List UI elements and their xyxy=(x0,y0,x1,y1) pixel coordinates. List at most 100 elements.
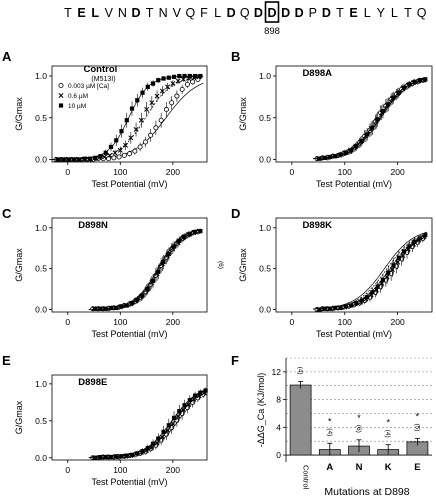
x-tick-label: 100 xyxy=(113,167,127,177)
data-point-square xyxy=(187,73,192,79)
data-point-square xyxy=(150,441,156,446)
data-point-square xyxy=(386,102,391,107)
n-label: (4) xyxy=(384,430,391,438)
sequence-residue: T xyxy=(336,6,344,20)
data-point-square xyxy=(156,436,161,441)
data-point-circle xyxy=(184,81,190,87)
data-point-square xyxy=(98,454,103,460)
data-point-square xyxy=(145,446,150,451)
y-tick-label: 1.0 xyxy=(259,71,271,81)
data-point-square xyxy=(407,244,412,249)
data-point-square xyxy=(327,154,333,160)
data-point-circle xyxy=(137,144,143,150)
data-point-circle xyxy=(142,139,148,145)
plot-frame xyxy=(51,374,208,461)
panel-label: D xyxy=(231,206,240,221)
n-label: (6) xyxy=(355,425,362,433)
sequence-residue: N xyxy=(159,6,168,20)
data-point-square xyxy=(56,157,61,162)
data-point-square xyxy=(375,117,380,122)
data-point-square xyxy=(93,155,98,160)
sequence-residue: L xyxy=(364,6,371,20)
sequence-residue: N xyxy=(118,6,127,20)
series-0 xyxy=(88,229,203,312)
data-point-square xyxy=(198,228,203,234)
data-point-square xyxy=(317,156,322,161)
data-point-square xyxy=(72,157,77,162)
data-point-square xyxy=(317,307,322,312)
category-label: E xyxy=(414,462,420,473)
significance-star: * xyxy=(328,416,332,426)
data-point-square xyxy=(103,454,108,460)
panel-title: D898N xyxy=(78,220,108,231)
series-2 xyxy=(312,231,428,312)
data-point-square xyxy=(407,82,412,87)
data-point-square xyxy=(161,76,166,81)
panel-F: F 0 4 8 12 -ΔΔG_Ca (KJ/mol) (4) Control (4) * A (6)… xyxy=(231,353,432,498)
sequence-residue: Q xyxy=(186,6,196,20)
x-tick-label: 100 xyxy=(338,167,352,177)
y-tick-label: 12 xyxy=(272,367,282,377)
legend: 0.003 µM [Ca] 0.6 µM 10 µM xyxy=(58,83,109,110)
n-annotation: (6) xyxy=(217,261,224,269)
data-point-square xyxy=(61,157,66,162)
y-tick-label: 0.5 xyxy=(35,113,47,123)
n-label: (5) xyxy=(413,423,420,431)
x-tick-label: 100 xyxy=(338,317,352,327)
panel-label: B xyxy=(231,49,240,64)
data-point-square xyxy=(198,390,203,395)
data-point-square xyxy=(203,388,208,393)
data-point-square xyxy=(124,303,129,308)
panel-A: A 0.0 0.5 1.0 0 100 200 Test Potential (mV) G/Gm… xyxy=(2,49,208,189)
data-point-square xyxy=(333,154,338,159)
data-point-square xyxy=(182,403,187,408)
series-2 xyxy=(88,228,203,311)
sequence-residue: E xyxy=(349,6,357,20)
panel-title: Control xyxy=(84,64,118,75)
data-point-square xyxy=(150,278,156,284)
data-point-square xyxy=(177,73,182,79)
y-tick-label: 0.0 xyxy=(35,154,47,164)
data-point-square xyxy=(171,74,177,79)
category-label: Control xyxy=(302,465,311,490)
data-point-square xyxy=(192,73,198,79)
y-axis-label: G/Gmax xyxy=(14,248,24,282)
data-point-square xyxy=(417,78,423,83)
data-point-square xyxy=(177,409,182,414)
data-point-square xyxy=(119,454,124,459)
data-point-square xyxy=(380,108,386,114)
sequence-residue: L xyxy=(214,6,221,20)
data-point-x xyxy=(112,150,118,156)
bar xyxy=(289,384,312,456)
data-point-square xyxy=(370,125,375,130)
data-point-square xyxy=(87,156,93,161)
data-point-square xyxy=(349,303,354,308)
data-point-square xyxy=(161,429,166,435)
data-point-x xyxy=(123,142,129,148)
sequence-residue: D xyxy=(281,6,290,20)
y-tick-label: 0.0 xyxy=(259,305,271,315)
significance-star: * xyxy=(357,413,361,423)
y-tick-label: 1.0 xyxy=(35,71,47,81)
data-point-square xyxy=(182,234,187,239)
panel-title: D898K xyxy=(302,220,332,231)
data-point-square xyxy=(166,75,171,80)
data-point-square xyxy=(114,454,119,459)
data-point-square xyxy=(359,139,364,144)
data-point-circle xyxy=(158,117,164,123)
y-tick-label: 0.0 xyxy=(35,453,47,463)
data-point-circle xyxy=(132,148,138,154)
data-point-square xyxy=(417,236,423,241)
data-point-square xyxy=(423,233,428,238)
data-point-x xyxy=(138,117,144,123)
sequence-residue: T xyxy=(64,6,72,20)
n-label: (4) xyxy=(326,428,333,436)
sequence-residue: Q xyxy=(240,6,250,20)
sequence-residue: D xyxy=(131,6,140,20)
x-tick-label: 0 xyxy=(289,317,294,327)
data-point-square xyxy=(161,260,166,265)
sequence-residue: D xyxy=(295,6,304,20)
data-point-x xyxy=(107,152,113,158)
data-point-circle xyxy=(127,151,133,157)
